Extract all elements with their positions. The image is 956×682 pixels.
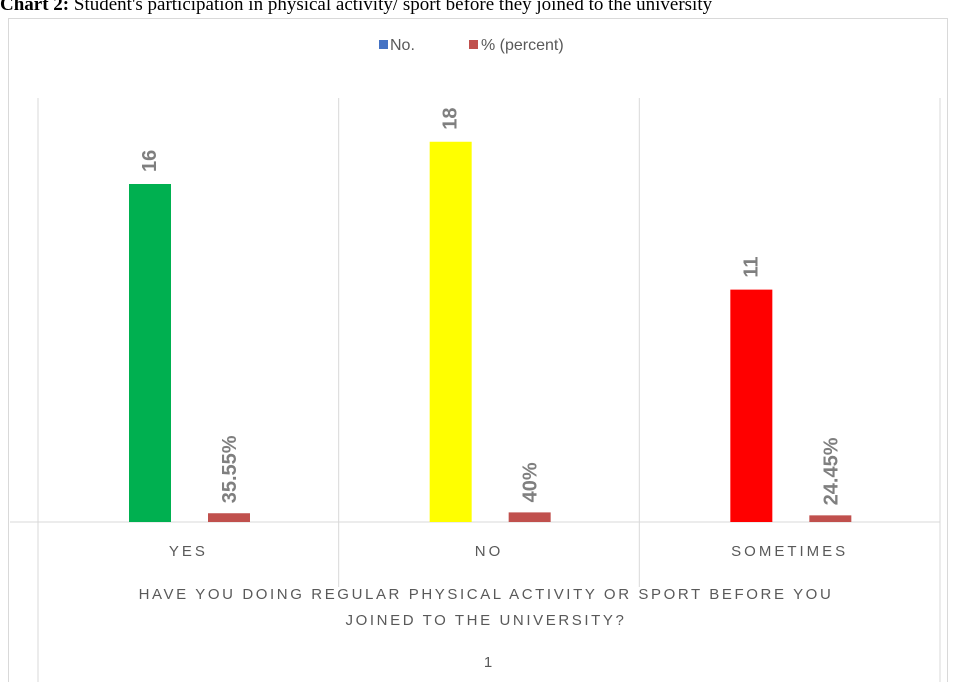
legend-swatch-percent xyxy=(469,40,478,49)
category-label-no: NO xyxy=(475,543,504,560)
x-axis-title-line-2: JOINED TO THE UNIVERSITY? xyxy=(346,612,627,629)
bar-count-no xyxy=(429,141,472,522)
legend-label-percent: % (percent) xyxy=(481,37,564,54)
data-label-count: 11 xyxy=(740,256,762,277)
legend-swatch-no xyxy=(379,40,388,49)
outer-category-label: 1 xyxy=(484,654,492,671)
chart-frame xyxy=(8,18,948,682)
category-label-yes: YES xyxy=(169,543,208,560)
bar-count-yes xyxy=(129,184,171,522)
data-label-percent: 24.45% xyxy=(820,437,842,505)
data-label-percent: 35.55% xyxy=(219,435,241,503)
chart-caption: Chart 2: Student's participation in phys… xyxy=(0,0,956,18)
data-label-count: 16 xyxy=(139,150,161,172)
data-label-percent: 40% xyxy=(520,462,542,502)
caption-lead: Chart 2: xyxy=(0,0,70,15)
data-label-count: 18 xyxy=(440,108,462,130)
x-axis-title-line-1: HAVE YOU DOING REGULAR PHYSICAL ACTIVITY… xyxy=(139,586,834,603)
bar-percent-no xyxy=(508,512,551,522)
bar-count-sometimes xyxy=(730,289,773,522)
caption-text: Student's participation in physical acti… xyxy=(69,0,713,15)
bar-percent-sometimes xyxy=(809,515,852,522)
legend-label-no: No. xyxy=(390,37,415,54)
category-label-sometimes: SOMETIMES xyxy=(731,543,848,560)
bar-percent-yes xyxy=(208,513,250,522)
